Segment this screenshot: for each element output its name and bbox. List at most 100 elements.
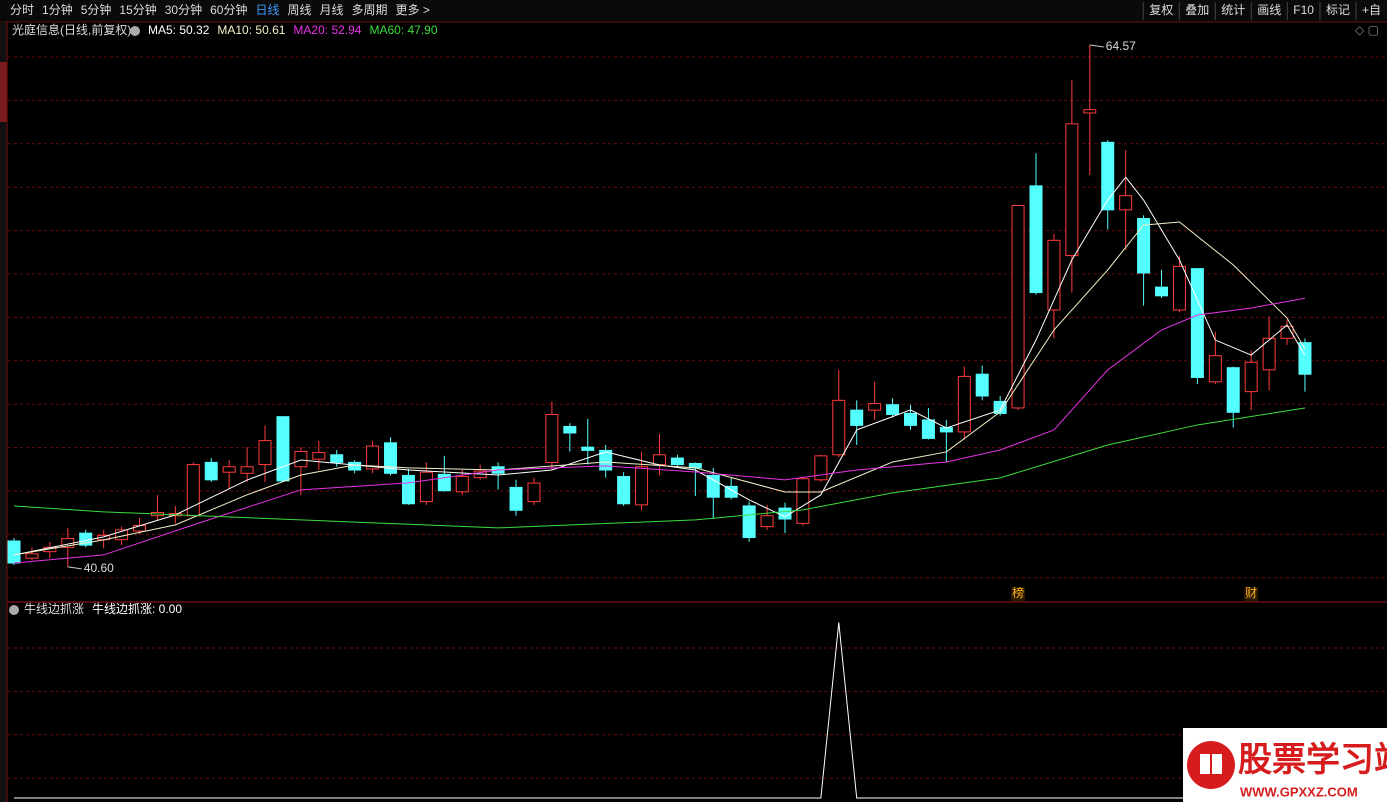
toolbar: [0, 0, 1387, 22]
window-icons[interactable]: ◇ ▢: [1355, 23, 1379, 37]
period-tab[interactable]: 1分钟: [42, 2, 73, 17]
candle-body: [384, 442, 398, 474]
event-marker-box: [1244, 587, 1259, 601]
candle-body: [975, 373, 989, 397]
candle-body: [294, 451, 308, 468]
period-tab[interactable]: 30分钟: [165, 2, 202, 17]
candle-body: [366, 445, 380, 470]
ma-line: [13, 176, 1306, 556]
candle-body: [832, 399, 846, 456]
menu-icon[interactable]: [130, 26, 140, 36]
tool-button[interactable]: 标记: [1326, 3, 1350, 17]
candle-body: [1065, 123, 1079, 257]
candle-body: [886, 404, 900, 415]
candle-body: [1101, 141, 1115, 211]
candle-body: [850, 409, 864, 426]
candle-body: [527, 482, 541, 503]
legend-item: MA5: 50.32: [148, 23, 210, 37]
side-tab-active[interactable]: [0, 62, 7, 122]
candle-body: [724, 485, 738, 498]
period-tab[interactable]: 日线: [255, 3, 279, 17]
candle-body: [1244, 361, 1258, 393]
ma-line: [13, 297, 1306, 564]
candle-body: [276, 416, 290, 482]
tool-button[interactable]: 复权: [1149, 3, 1173, 17]
candle-body: [545, 413, 559, 463]
ma-line: [13, 221, 1306, 556]
annotation-label: 64.57: [1106, 39, 1136, 53]
candle-body: [330, 454, 344, 463]
candle-body: [814, 455, 828, 481]
tool-button[interactable]: 叠加: [1185, 3, 1209, 17]
candle-body: [25, 553, 39, 559]
candle-body: [240, 466, 254, 474]
candle-body: [258, 440, 272, 466]
watermark-title: 股票学习站: [1238, 740, 1387, 779]
legend-item: 牛线边抓涨: 0.00: [92, 601, 182, 616]
candle-body: [312, 452, 326, 460]
candle-body: [1190, 268, 1204, 378]
candle-body: [670, 457, 684, 466]
ma-line: [13, 407, 1306, 529]
side-tabs[interactable]: [0, 22, 7, 802]
watermark: 股票学习站 WWW.GPXXZ.COM: [1183, 728, 1387, 802]
legend-item: MA10: 50.61: [217, 23, 285, 37]
candle-body: [1226, 367, 1240, 413]
chart-title: 光庭信息(日线,前复权): [12, 22, 131, 37]
candle-body: [455, 476, 469, 493]
candle-body: [1208, 355, 1222, 383]
event-marker[interactable]: 榜: [1012, 585, 1024, 600]
period-tab[interactable]: 周线: [287, 3, 311, 17]
period-tab[interactable]: 月线: [320, 3, 344, 17]
period-tab[interactable]: 更多 >: [396, 3, 430, 17]
tool-button[interactable]: +自: [1362, 3, 1381, 17]
candle-body: [993, 400, 1007, 414]
period-tab[interactable]: 15分钟: [119, 2, 156, 17]
candle-body: [7, 540, 21, 564]
candle-body: [617, 476, 631, 505]
candle-body: [635, 466, 649, 506]
candle-body: [1119, 195, 1133, 211]
candle-body: [1155, 286, 1169, 297]
candle-body: [599, 449, 613, 471]
period-tab[interactable]: 多周期: [352, 3, 388, 17]
candle-body: [868, 403, 882, 411]
menu-icon[interactable]: [9, 605, 19, 615]
candle-body: [581, 446, 595, 451]
candle-body: [401, 474, 415, 505]
period-tab[interactable]: 分时: [10, 3, 34, 17]
period-tab[interactable]: 60分钟: [210, 2, 247, 17]
tool-button[interactable]: 画线: [1257, 3, 1281, 17]
candle-body: [760, 515, 774, 528]
event-marker[interactable]: 财: [1245, 586, 1257, 600]
candle-body: [509, 486, 523, 511]
candle-body: [204, 461, 218, 481]
indicator-title: 牛线边抓涨: [24, 601, 84, 616]
annotation-label: 40.60: [84, 561, 114, 575]
ma-line: [14, 622, 1305, 799]
candle-body: [706, 474, 720, 498]
candle-body: [419, 471, 433, 503]
tool-button[interactable]: 统计: [1221, 3, 1245, 17]
watermark-url: WWW.GPXXZ.COM: [1240, 784, 1358, 799]
period-tab[interactable]: 5分钟: [81, 2, 112, 17]
candle-body: [563, 425, 577, 434]
candle-body: [1137, 218, 1151, 274]
tool-button[interactable]: F10: [1293, 3, 1314, 17]
candle-body: [1083, 109, 1097, 114]
candle-body: [1280, 325, 1294, 339]
candle-body: [904, 412, 917, 426]
annotation-arrow: [1089, 44, 1104, 48]
annotation-arrow: [67, 566, 82, 570]
candle-body: [796, 478, 810, 524]
candle-body: [1262, 337, 1276, 371]
legend-item: MA60: 47.90: [369, 23, 437, 37]
grid: [8, 56, 1387, 779]
candle-body: [1011, 204, 1025, 409]
candle-body: [652, 454, 666, 466]
candle-body: [1029, 185, 1043, 294]
candle-body: [222, 466, 236, 473]
